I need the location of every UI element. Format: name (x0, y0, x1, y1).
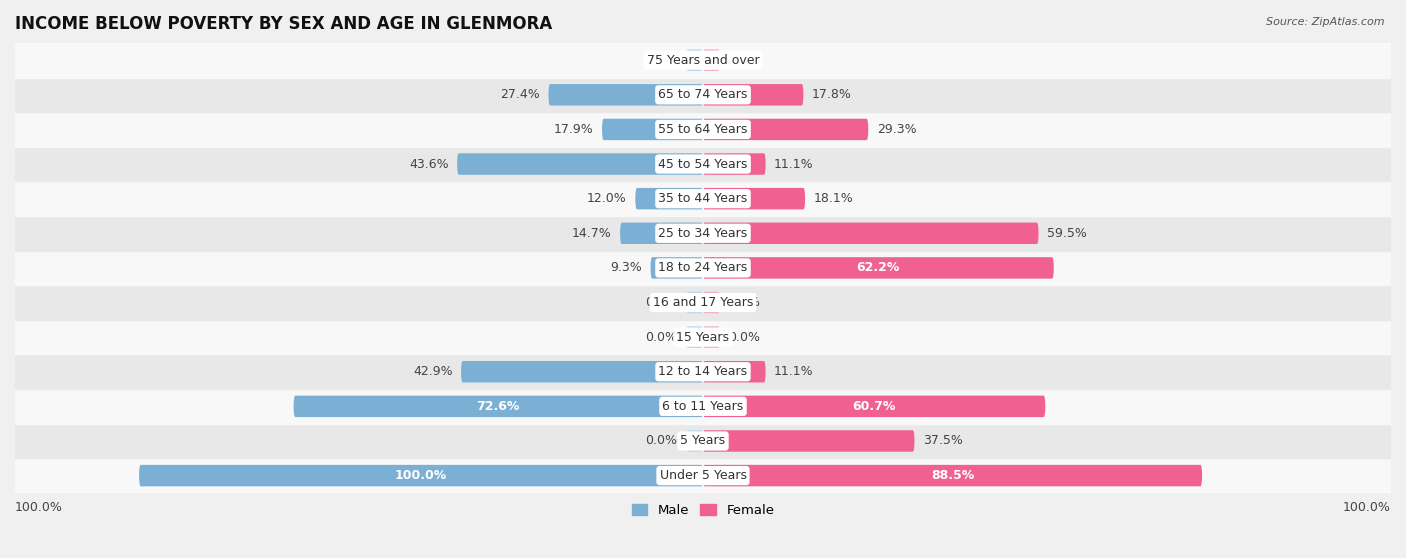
Text: 12.0%: 12.0% (588, 192, 627, 205)
Bar (15, 458, 1391, 493)
Text: 11.1%: 11.1% (775, 365, 814, 378)
Text: 0.0%: 0.0% (645, 54, 678, 67)
Text: 0.0%: 0.0% (728, 331, 761, 344)
FancyBboxPatch shape (703, 430, 914, 452)
FancyBboxPatch shape (548, 84, 703, 105)
Bar (15, 251, 1391, 285)
Text: 17.9%: 17.9% (554, 123, 593, 136)
Text: 18.1%: 18.1% (814, 192, 853, 205)
Bar (15, 181, 1391, 216)
FancyBboxPatch shape (703, 257, 1053, 278)
Text: Source: ZipAtlas.com: Source: ZipAtlas.com (1267, 17, 1385, 27)
Bar (15, 424, 1391, 458)
FancyBboxPatch shape (651, 257, 703, 278)
Bar (15, 320, 1391, 354)
Text: 27.4%: 27.4% (501, 88, 540, 102)
FancyBboxPatch shape (703, 292, 720, 313)
FancyBboxPatch shape (686, 326, 703, 348)
Text: 45 to 54 Years: 45 to 54 Years (658, 157, 748, 171)
FancyBboxPatch shape (457, 153, 703, 175)
Text: 16 and 17 Years: 16 and 17 Years (652, 296, 754, 309)
FancyBboxPatch shape (461, 361, 703, 382)
Bar (15, 147, 1391, 181)
Text: 0.0%: 0.0% (728, 54, 761, 67)
Text: 0.0%: 0.0% (645, 331, 678, 344)
Text: 88.5%: 88.5% (931, 469, 974, 482)
Text: 42.9%: 42.9% (413, 365, 453, 378)
Bar (15, 112, 1391, 147)
Text: 18 to 24 Years: 18 to 24 Years (658, 261, 748, 275)
Bar (15, 78, 1391, 112)
Text: 35 to 44 Years: 35 to 44 Years (658, 192, 748, 205)
Text: 0.0%: 0.0% (645, 296, 678, 309)
Text: 59.5%: 59.5% (1047, 227, 1087, 240)
FancyBboxPatch shape (602, 119, 703, 140)
Text: INCOME BELOW POVERTY BY SEX AND AGE IN GLENMORA: INCOME BELOW POVERTY BY SEX AND AGE IN G… (15, 15, 553, 33)
Text: 6 to 11 Years: 6 to 11 Years (662, 400, 744, 413)
Text: 100.0%: 100.0% (15, 501, 63, 514)
FancyBboxPatch shape (686, 430, 703, 452)
Text: 12 to 14 Years: 12 to 14 Years (658, 365, 748, 378)
Bar (15, 389, 1391, 424)
FancyBboxPatch shape (703, 326, 720, 348)
Text: 43.6%: 43.6% (409, 157, 449, 171)
Text: 75 Years and over: 75 Years and over (647, 54, 759, 67)
Bar (15, 285, 1391, 320)
Text: 62.2%: 62.2% (856, 261, 900, 275)
Text: 100.0%: 100.0% (395, 469, 447, 482)
Text: 72.6%: 72.6% (477, 400, 520, 413)
FancyBboxPatch shape (620, 223, 703, 244)
FancyBboxPatch shape (703, 153, 766, 175)
FancyBboxPatch shape (703, 50, 720, 71)
Text: 25 to 34 Years: 25 to 34 Years (658, 227, 748, 240)
Text: 11.1%: 11.1% (775, 157, 814, 171)
Bar (15, 216, 1391, 251)
FancyBboxPatch shape (703, 188, 806, 209)
Text: 17.8%: 17.8% (811, 88, 852, 102)
FancyBboxPatch shape (686, 292, 703, 313)
Text: 65 to 74 Years: 65 to 74 Years (658, 88, 748, 102)
FancyBboxPatch shape (703, 361, 766, 382)
Text: 60.7%: 60.7% (852, 400, 896, 413)
FancyBboxPatch shape (703, 84, 803, 105)
Bar (15, 43, 1391, 78)
Legend: Male, Female: Male, Female (626, 498, 780, 522)
FancyBboxPatch shape (703, 465, 1202, 487)
FancyBboxPatch shape (636, 188, 703, 209)
FancyBboxPatch shape (703, 223, 1039, 244)
Text: 29.3%: 29.3% (877, 123, 917, 136)
FancyBboxPatch shape (703, 396, 1045, 417)
Text: 37.5%: 37.5% (922, 435, 963, 448)
FancyBboxPatch shape (686, 50, 703, 71)
FancyBboxPatch shape (139, 465, 703, 487)
Text: 55 to 64 Years: 55 to 64 Years (658, 123, 748, 136)
FancyBboxPatch shape (703, 119, 869, 140)
Text: 0.0%: 0.0% (728, 296, 761, 309)
Text: 14.7%: 14.7% (572, 227, 612, 240)
Text: 100.0%: 100.0% (1343, 501, 1391, 514)
Text: 5 Years: 5 Years (681, 435, 725, 448)
Text: 9.3%: 9.3% (610, 261, 643, 275)
Bar (15, 354, 1391, 389)
FancyBboxPatch shape (294, 396, 703, 417)
Text: 0.0%: 0.0% (645, 435, 678, 448)
Text: Under 5 Years: Under 5 Years (659, 469, 747, 482)
Text: 15 Years: 15 Years (676, 331, 730, 344)
